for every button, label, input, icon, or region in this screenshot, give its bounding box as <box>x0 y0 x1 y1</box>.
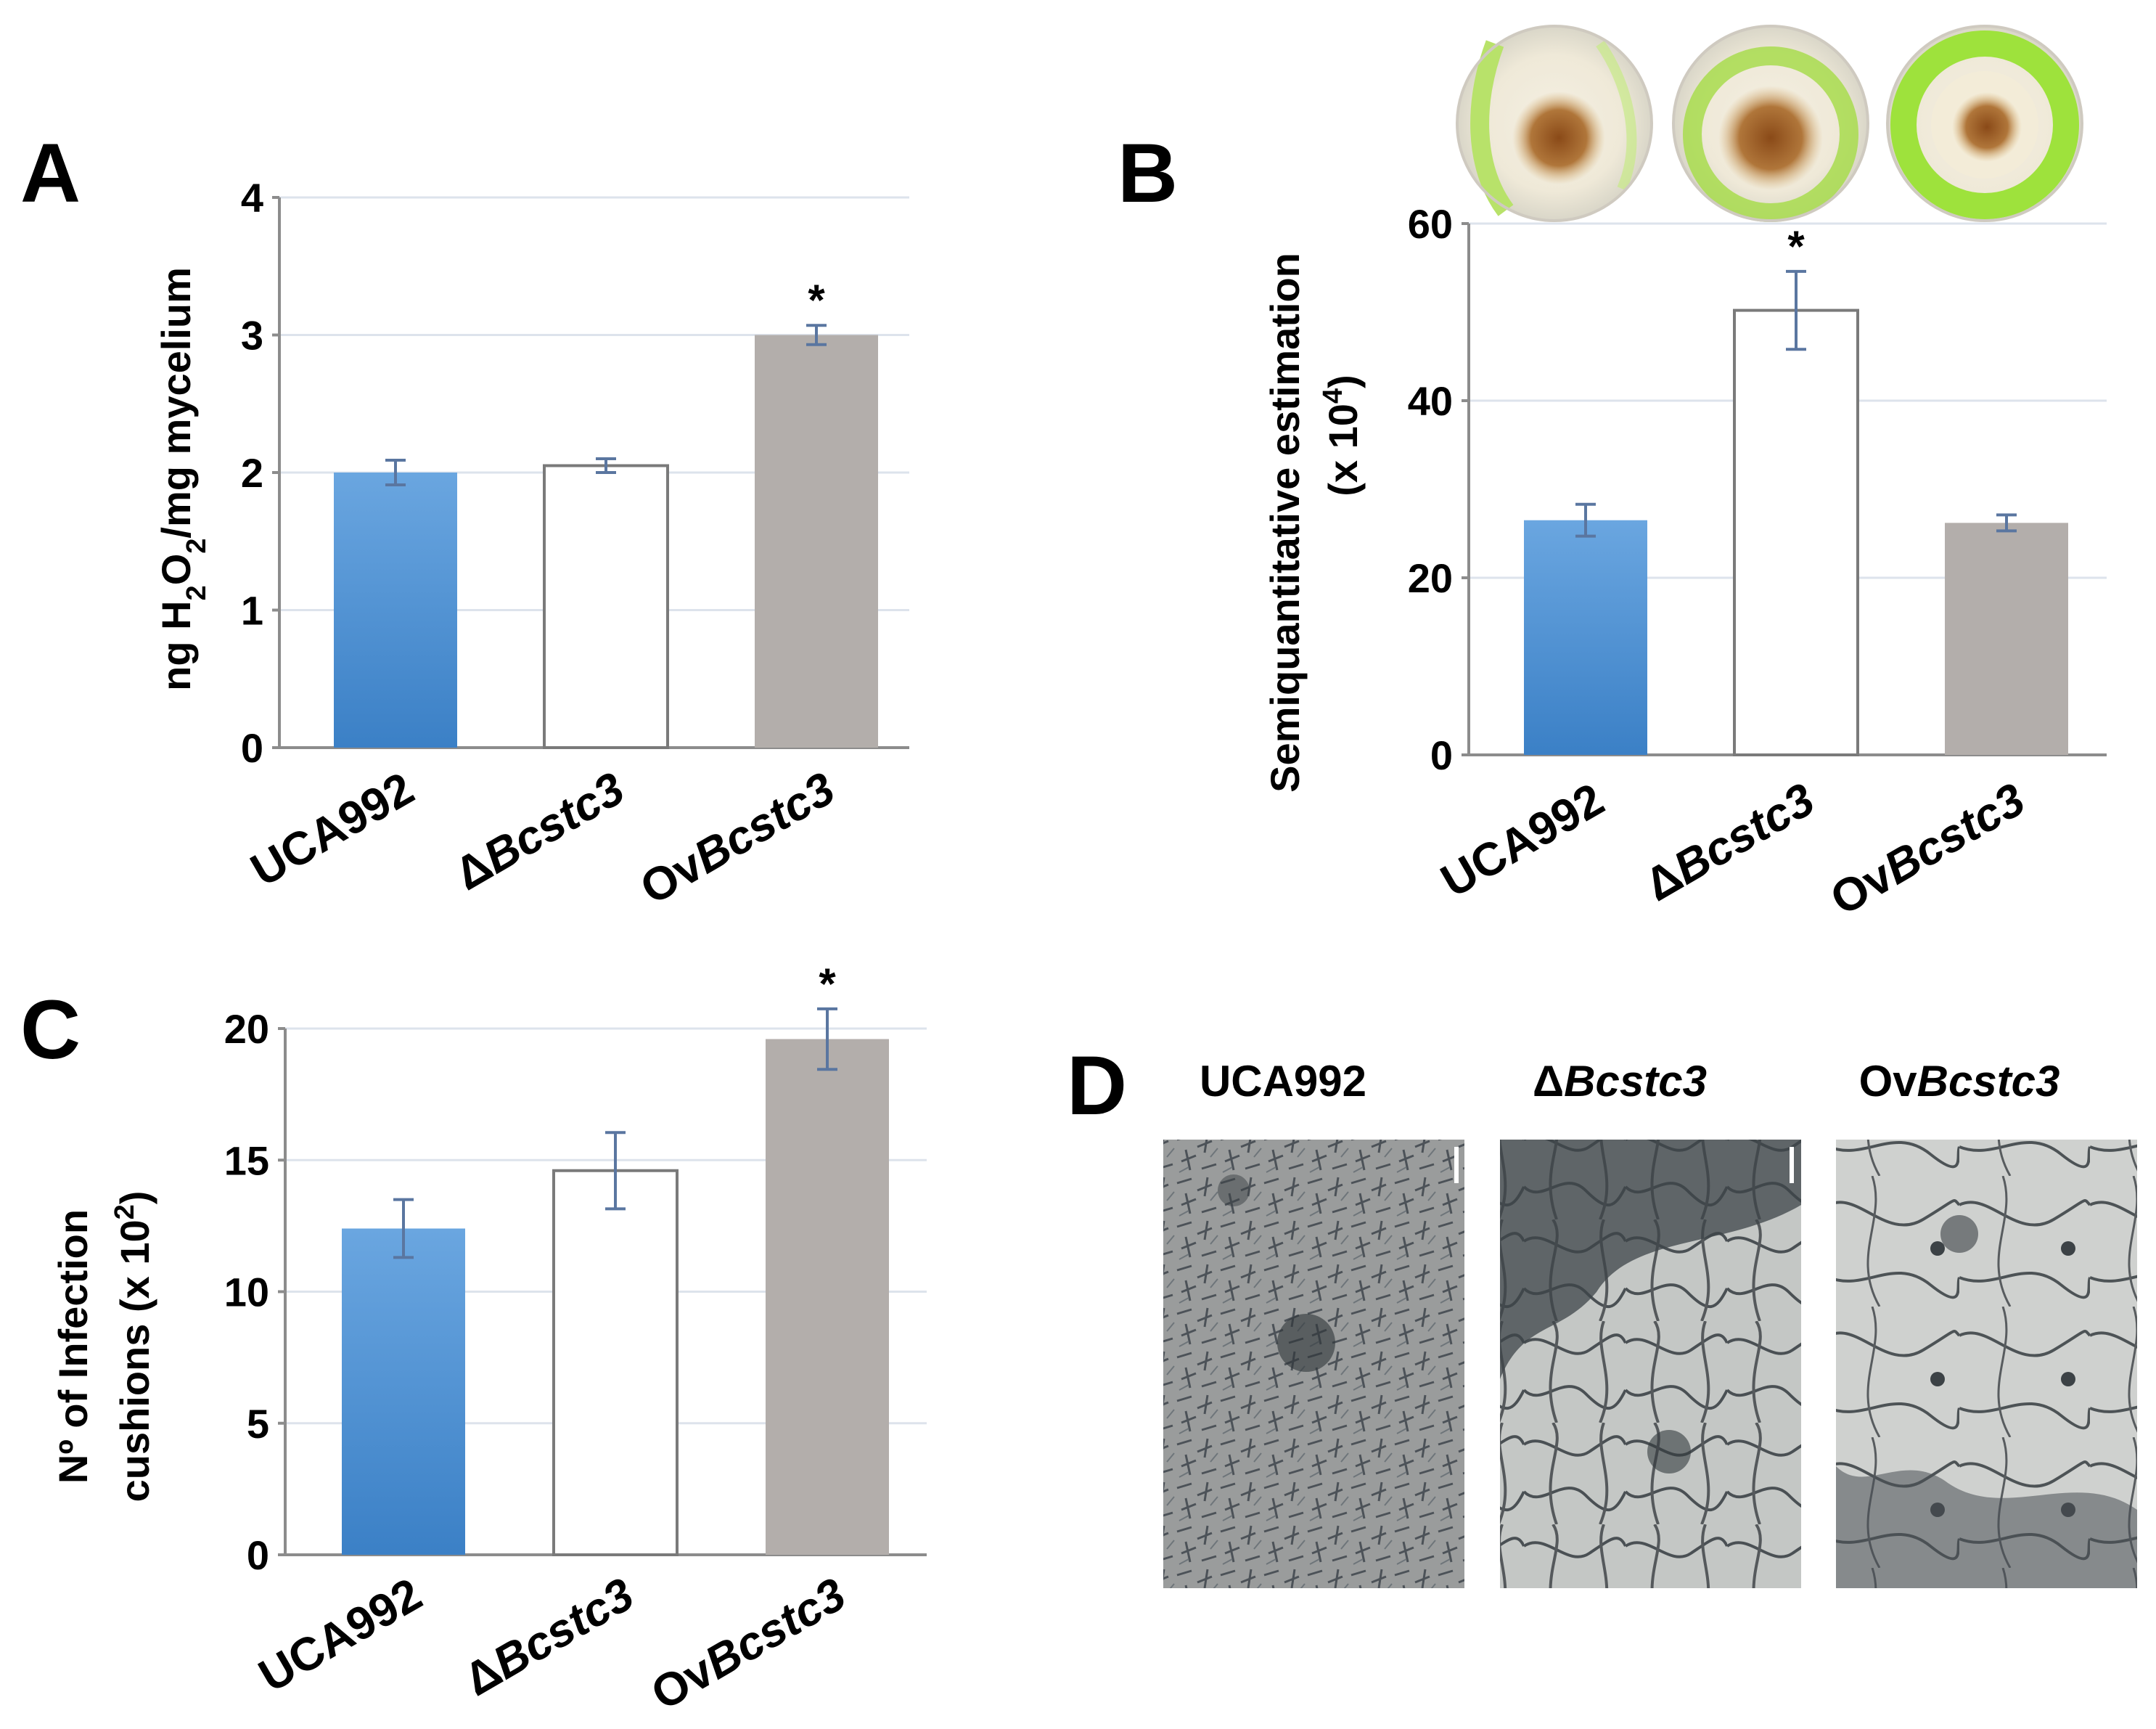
chart-b-tick-label: 0 <box>1430 732 1453 778</box>
chart-c-ylabel-line2: cushions (x 102) <box>110 1191 157 1503</box>
chart-a-ylabel: ng H2O2/mg mycelium <box>153 267 212 691</box>
chart-c-bar-wt <box>342 1228 465 1555</box>
micrograph-wt <box>1163 1140 1464 1588</box>
chart-a: 0 1 2 3 4 UCA992 ΔBcstc3 * OvBcstc3 <box>241 175 909 915</box>
lesion-photo-overexpression <box>1886 25 2083 222</box>
lesion-photo-deletion <box>1672 25 1869 222</box>
chart-c-bar-deletion <box>552 1169 679 1556</box>
chart-b-bar-overexpression <box>1945 523 2068 755</box>
panel-d-label-deletion: ΔBcstc3 <box>1533 1057 1707 1105</box>
chart-c-category-deletion: ΔBcstc3 <box>455 1568 642 1706</box>
chart-c-category-wt: UCA992 <box>250 1568 430 1702</box>
chart-b-category-deletion: ΔBcstc3 <box>1636 773 1823 911</box>
chart-a-tick-label: 3 <box>241 313 263 359</box>
chart-b-category-wt: UCA992 <box>1432 773 1612 907</box>
chart-a-bar-deletion <box>543 464 669 750</box>
chart-c-significance-overexpression: * <box>819 960 836 1008</box>
panel-letter-c: C <box>20 984 81 1076</box>
chart-a-category-overexpression: OvBcstc3 <box>631 762 843 915</box>
chart-c-tick-label: 0 <box>247 1532 269 1578</box>
chart-c-category-overexpression: OvBcstc3 <box>642 1568 854 1720</box>
chart-b-ylabel-line2: (x 104) <box>1318 375 1366 496</box>
chart-a-tick-label: 1 <box>241 588 263 634</box>
chart-c-tick-label: 20 <box>224 1006 269 1052</box>
panel-letter-b: B <box>1118 127 1178 220</box>
chart-a-tick-label: 0 <box>241 725 263 771</box>
chart-b-tick-label: 40 <box>1408 378 1453 424</box>
chart-a-category-deletion: ΔBcstc3 <box>446 762 633 900</box>
chart-a-tick-label: 2 <box>241 450 263 496</box>
chart-c-tick-label: 10 <box>224 1270 269 1315</box>
chart-a-bar-wt <box>334 473 457 748</box>
chart-a-category-wt: UCA992 <box>242 762 422 896</box>
panel-letter-a: A <box>20 127 81 220</box>
chart-b-significance-deletion: * <box>1787 222 1805 271</box>
chart-b-tick-label: 20 <box>1408 555 1453 601</box>
chart-a-significance-overexpression: * <box>808 276 825 324</box>
lesion-photo-wt <box>1456 25 1653 222</box>
chart-c-tick-label: 15 <box>224 1137 269 1183</box>
panel-d-label-overexpression: OvBcstc3 <box>1859 1057 2060 1105</box>
panel-letter-d: D <box>1067 1039 1127 1132</box>
chart-a-bar-overexpression <box>755 335 878 748</box>
chart-c-ylabel-line1: Nº of Infection <box>50 1209 96 1484</box>
micrograph-deletion <box>1500 1140 1801 1588</box>
chart-b-tick-label: 60 <box>1408 201 1453 247</box>
chart-b-bar-deletion <box>1733 308 1859 756</box>
chart-c: 0 5 10 15 20 UCA992 ΔBcstc3 * OvBcstc3 <box>224 960 927 1720</box>
panel-d-label-wt: UCA992 <box>1200 1057 1366 1105</box>
chart-b-bar-wt <box>1524 520 1647 755</box>
chart-b-ylabel-line1: Semiquantitative estimation <box>1262 253 1308 793</box>
micrograph-overexpression <box>1836 1140 2137 1588</box>
chart-c-tick-label: 5 <box>247 1401 269 1447</box>
chart-a-tick-label: 4 <box>241 175 263 221</box>
chart-b-category-overexpression: OvBcstc3 <box>1821 773 2033 925</box>
chart-c-bar-overexpression <box>766 1039 889 1555</box>
